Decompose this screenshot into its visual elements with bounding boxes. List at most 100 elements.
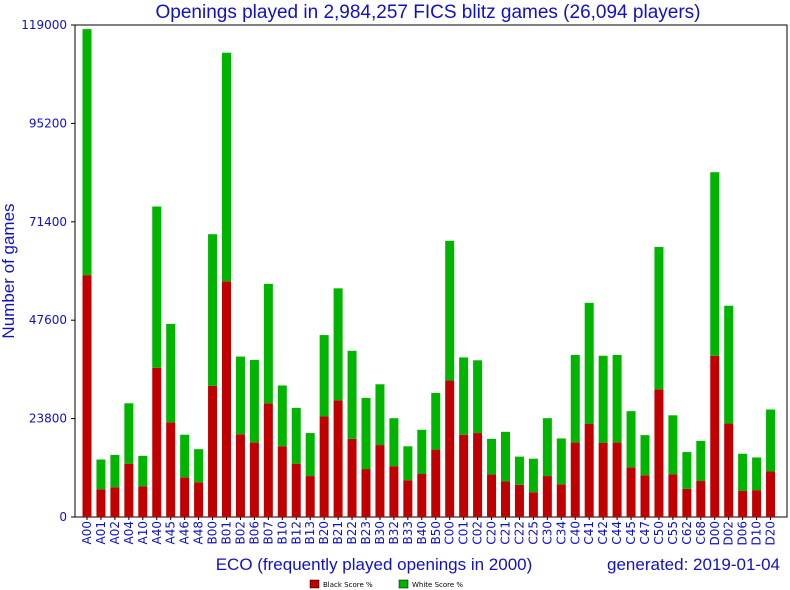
bar-c25-white [528,458,538,493]
x-tick-label-c45: C45 [624,521,638,545]
x-tick-label-c20: C20 [485,521,499,545]
bar-c22-black [514,484,524,517]
bar-b02-black [235,434,245,517]
x-tick-label-b23: B23 [359,521,373,545]
legend-label-black: Black Score % [323,581,373,589]
bar-b12-white [291,407,301,464]
bar-a01-black [96,489,106,517]
x-tick-label-d00: D00 [708,521,722,546]
x-tick-label-c00: C00 [443,521,457,545]
bar-b20-black [319,416,329,517]
x-tick-label-c21: C21 [499,521,513,545]
bar-d00-white [710,172,720,356]
bar-c40-black [570,442,580,517]
bar-d06-black [738,490,748,517]
bar-c02-black [473,433,483,517]
bar-d00-black [710,355,720,517]
x-tick-label-c44: C44 [610,521,624,545]
x-tick-label-b40: B40 [415,521,429,545]
bar-b01-white [222,52,231,282]
bar-c44-white [612,354,622,443]
bar-c47-black [640,475,650,517]
y-tick-label: 47600 [29,313,67,327]
legend-label-white: White Score % [412,581,463,589]
bar-b50-white [431,392,441,450]
bar-c68-black [696,481,706,517]
bar-a00-black [82,275,92,517]
x-tick-label-b10: B10 [275,521,289,545]
bar-d20-black [766,471,776,517]
x-tick-label-c40: C40 [568,521,582,545]
bar-b02-white [235,356,245,435]
bar-c50-black [654,389,664,517]
bar-b00-black [208,385,218,517]
bar-b21-black [333,400,343,517]
x-tick-label-b20: B20 [317,521,331,545]
y-tick-label: 119000 [21,18,67,32]
bar-c25-black [528,492,538,517]
bar-c22-white [514,456,524,485]
bar-c30-white [542,418,552,477]
bar-c47-white [640,435,650,476]
bar-c21-white [501,431,510,482]
bar-b13-white [305,433,315,477]
x-tick-label-b06: B06 [247,521,261,545]
bar-c62-black [682,488,692,517]
x-tick-label-a40: A40 [150,521,164,544]
bar-c62-white [682,452,692,489]
x-tick-label-a04: A04 [122,521,136,544]
bar-b30-white [375,384,385,446]
bar-a01-white [96,459,106,490]
bar-a04-white [124,403,134,464]
bar-b01-black [222,281,231,517]
plot-frame [74,24,788,518]
bar-a00-white [82,29,92,276]
bar-d10-white [752,457,762,491]
bar-c42-white [598,355,608,443]
chart-title: Openings played in 2,984,257 FICS blitz … [156,2,701,23]
y-tick-label: 23800 [29,412,67,426]
bar-b00-white [208,234,218,386]
x-tick-label-b22: B22 [345,521,359,545]
bar-c02-white [473,360,483,434]
x-tick-label-c41: C41 [582,521,596,545]
x-tick-label-d20: D20 [764,521,778,546]
bar-c45-black [626,467,636,517]
legend: Black Score % White Score % [309,579,463,589]
bar-c68-white [696,440,706,482]
legend-swatch-black [309,579,320,589]
bar-a46-black [180,477,190,517]
bar-b22-black [347,438,357,517]
bar-b30-black [375,445,385,517]
x-tick-label-a46: A46 [178,521,192,544]
bar-c00-black [445,380,455,517]
x-tick-label-b21: B21 [331,521,345,545]
bar-b10-white [277,385,287,447]
bar-b40-black [417,474,427,517]
bar-b32-white [389,418,399,467]
bar-b07-white [263,283,273,404]
x-axis: A00 A01 A02 A04 A10 A40 A45 A46 A48 B00 B01 B02 B06 B… [80,517,778,546]
x-tick-label-a45: A45 [164,521,178,544]
bar-c00-white [445,240,455,381]
bar-b10-black [277,446,287,517]
x-tick-label-b30: B30 [373,521,387,545]
bar-c44-black [612,442,622,517]
x-tick-label-c68: C68 [694,521,708,545]
x-tick-label-d06: D06 [736,521,750,546]
x-tick-label-a48: A48 [192,521,206,544]
bar-c30-black [542,476,552,517]
bar-c01-white [459,357,469,435]
x-tick-label-c55: C55 [666,521,680,545]
x-tick-label-b13: B13 [303,521,317,545]
bar-d10-black [752,490,762,517]
x-tick-label-c47: C47 [638,521,652,545]
bar-a02-white [110,454,120,488]
bar-a45-white [166,323,176,423]
bar-d02-black [724,423,734,517]
bar-b13-black [305,476,315,517]
bar-b33-black [403,480,413,517]
bar-b06-white [249,359,259,443]
x-tick-label-a00: A00 [80,521,94,544]
bar-b23-black [361,469,371,517]
